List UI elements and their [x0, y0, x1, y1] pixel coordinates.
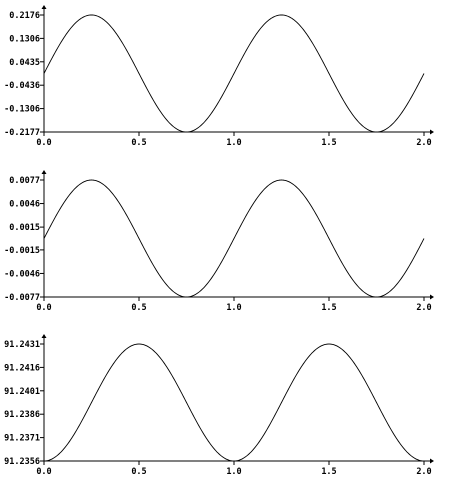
y-tick-label: 91.2416	[4, 363, 40, 373]
y-tick-label: -0.0077	[4, 293, 40, 303]
y-tick-label: -0.0046	[4, 269, 40, 279]
y-tick-label: 0.0046	[9, 200, 40, 210]
y-tick-label: 0.2176	[9, 11, 40, 21]
panel-bottom: 0.0 0.5 1.0 1.5 2.0 91.2431 91.2416 91.2401 91.2…	[4, 334, 434, 477]
x-tick-label: 0.5	[131, 138, 146, 148]
x-tick-label: 2.0	[416, 303, 431, 313]
y-axis-arrow	[41, 334, 47, 338]
x-tick-label: 1.5	[321, 138, 336, 148]
y-tick-label: 0.0077	[9, 176, 40, 186]
x-axis-arrow	[430, 458, 434, 464]
series-line	[43, 14, 425, 133]
y-tick-label: 0.0435	[9, 58, 40, 68]
x-tick-label: 1.0	[226, 467, 241, 477]
x-axis-arrow	[430, 129, 434, 135]
x-tick-label: 1.0	[226, 138, 241, 148]
y-tick-label: 0.0015	[9, 223, 40, 233]
series-line	[43, 343, 425, 462]
y-tick-label: 91.2386	[4, 410, 40, 420]
y-tick-label: 91.2356	[4, 457, 40, 467]
x-axis-arrow	[430, 294, 434, 300]
x-tick-label: 1.5	[321, 303, 336, 313]
x-tick-label: 0.0	[36, 467, 51, 477]
x-tick-label: 2.0	[416, 138, 431, 148]
y-tick-label: 91.2431	[4, 340, 40, 350]
y-axis-arrow	[41, 5, 47, 9]
x-tick-label: 0.5	[131, 303, 146, 313]
y-tick-label: -0.0436	[4, 81, 40, 91]
y-tick-label: -0.1306	[4, 105, 40, 115]
x-tick-label: 0.5	[131, 467, 146, 477]
y-tick-label: -0.2177	[4, 128, 40, 138]
y-tick-label: -0.0015	[4, 246, 40, 256]
y-axis-arrow	[41, 170, 47, 174]
x-tick-label: 1.5	[321, 467, 336, 477]
y-tick-label: 91.2371	[4, 434, 40, 444]
x-tick-label: 1.0	[226, 303, 241, 313]
x-tick-label: 0.0	[36, 303, 51, 313]
x-tick-label: 0.0	[36, 138, 51, 148]
series-line	[43, 179, 425, 298]
y-tick-label: 91.2401	[4, 387, 40, 397]
panel-middle: 0.0 0.5 1.0 1.5 2.0 0.0077 0.0046 0.0015 -0.0015…	[4, 170, 434, 313]
panel-top: 0.0 0.5 1.0 1.5 2.0 0.2176 0.1306 0.0435 -0.0436…	[4, 5, 434, 148]
y-tick-label: 0.1306	[9, 34, 40, 44]
x-tick-label: 2.0	[416, 467, 431, 477]
